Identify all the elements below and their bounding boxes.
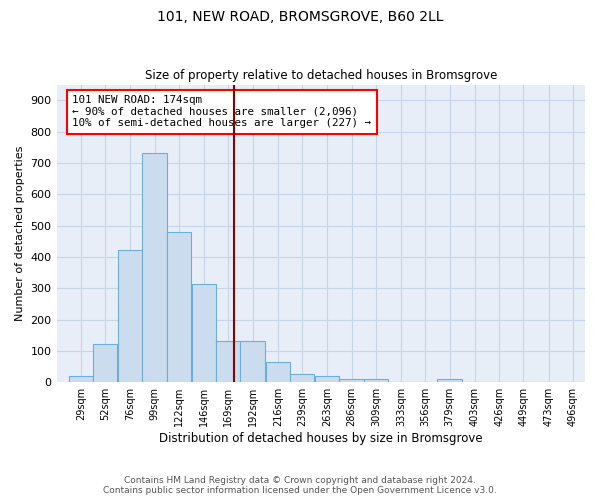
Bar <box>364 379 388 382</box>
Bar <box>266 362 290 382</box>
Bar <box>340 379 364 382</box>
Bar <box>290 374 314 382</box>
Y-axis label: Number of detached properties: Number of detached properties <box>15 146 25 321</box>
Bar <box>192 284 216 382</box>
Text: 101, NEW ROAD, BROMSGROVE, B60 2LL: 101, NEW ROAD, BROMSGROVE, B60 2LL <box>157 10 443 24</box>
Bar <box>142 154 167 382</box>
Bar <box>167 232 191 382</box>
Bar <box>93 344 117 382</box>
Text: 101 NEW ROAD: 174sqm
← 90% of detached houses are smaller (2,096)
10% of semi-de: 101 NEW ROAD: 174sqm ← 90% of detached h… <box>73 95 371 128</box>
Bar <box>68 376 93 382</box>
Bar <box>315 376 340 382</box>
X-axis label: Distribution of detached houses by size in Bromsgrove: Distribution of detached houses by size … <box>159 432 482 445</box>
Bar <box>216 342 241 382</box>
Bar <box>437 379 462 382</box>
Title: Size of property relative to detached houses in Bromsgrove: Size of property relative to detached ho… <box>145 69 497 82</box>
Bar <box>118 250 142 382</box>
Text: Contains HM Land Registry data © Crown copyright and database right 2024.
Contai: Contains HM Land Registry data © Crown c… <box>103 476 497 495</box>
Bar <box>241 342 265 382</box>
